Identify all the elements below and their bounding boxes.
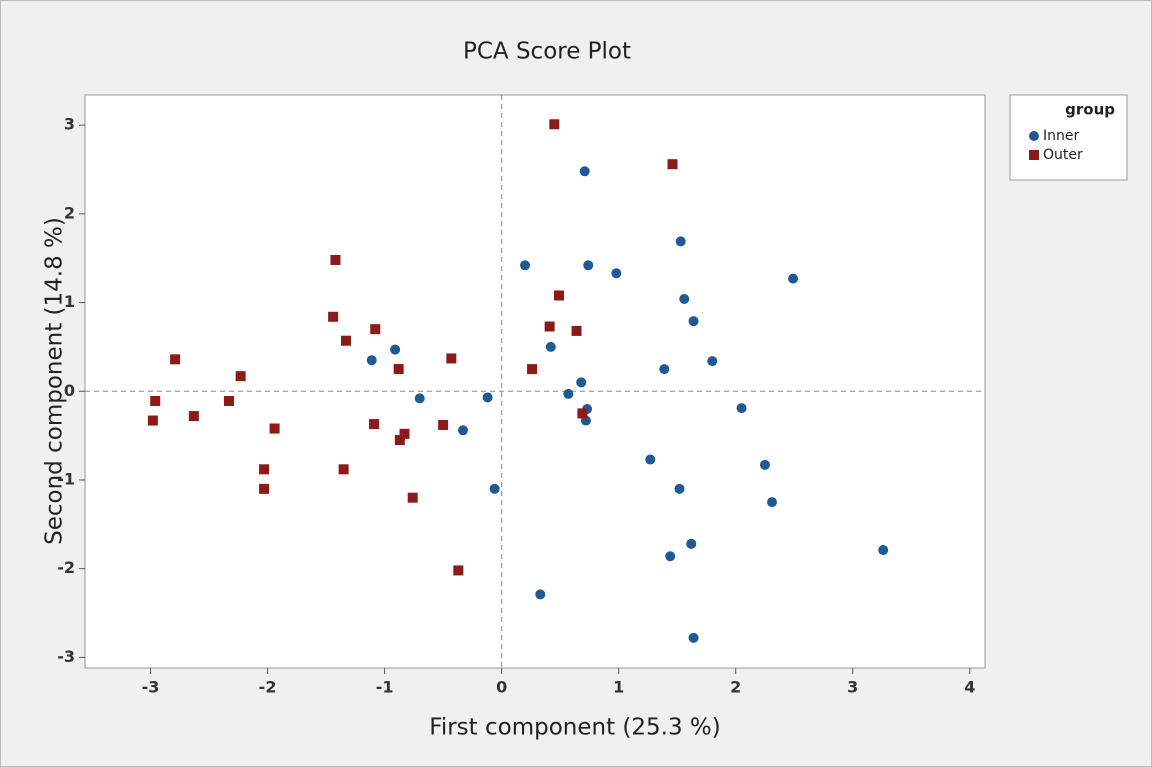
legend-label: Outer bbox=[1043, 147, 1083, 163]
point bbox=[577, 408, 588, 419]
point bbox=[688, 316, 699, 327]
point bbox=[611, 268, 622, 279]
point bbox=[259, 483, 270, 494]
point bbox=[645, 454, 656, 465]
x-tick-label: 4 bbox=[964, 678, 975, 697]
point bbox=[269, 423, 280, 434]
point bbox=[759, 459, 770, 470]
point bbox=[535, 589, 546, 600]
point bbox=[489, 483, 500, 494]
y-tick-label: 1 bbox=[64, 292, 75, 311]
point bbox=[147, 415, 158, 426]
point bbox=[553, 290, 564, 301]
point bbox=[667, 159, 678, 170]
x-tick-label: 2 bbox=[730, 678, 741, 697]
y-axis-label: Second component (14.8 %) bbox=[42, 217, 68, 545]
point bbox=[527, 364, 538, 375]
point bbox=[665, 551, 676, 562]
point bbox=[370, 324, 381, 335]
point bbox=[328, 311, 339, 322]
x-tick-label: -3 bbox=[142, 678, 160, 697]
point bbox=[579, 166, 590, 177]
point bbox=[766, 497, 777, 508]
point bbox=[414, 393, 425, 404]
chart-title: PCA Score Plot bbox=[463, 39, 631, 65]
point bbox=[686, 538, 697, 549]
point bbox=[366, 355, 377, 366]
point bbox=[369, 419, 380, 430]
point bbox=[223, 396, 234, 407]
point bbox=[675, 236, 686, 247]
point bbox=[407, 492, 418, 503]
point bbox=[736, 403, 747, 414]
point bbox=[563, 388, 574, 399]
point bbox=[390, 344, 401, 355]
point bbox=[458, 425, 469, 436]
x-tick-label: -1 bbox=[376, 678, 394, 697]
point bbox=[394, 435, 405, 446]
legend-title: group bbox=[1065, 101, 1115, 119]
point bbox=[576, 377, 587, 388]
point bbox=[338, 464, 349, 475]
point bbox=[453, 565, 464, 576]
x-tick-label: 3 bbox=[847, 678, 858, 697]
y-tick-label: -3 bbox=[57, 647, 75, 666]
y-tick-label: 2 bbox=[64, 203, 75, 222]
legend-marker bbox=[1029, 131, 1039, 141]
point bbox=[520, 260, 531, 271]
plot-area bbox=[84, 94, 986, 669]
point bbox=[549, 119, 560, 130]
x-tick-label: 0 bbox=[496, 678, 507, 697]
y-tick-label: -1 bbox=[57, 469, 75, 488]
legend-marker bbox=[1029, 150, 1039, 160]
point bbox=[170, 354, 181, 365]
point bbox=[399, 428, 410, 439]
point bbox=[788, 273, 799, 284]
point bbox=[571, 325, 582, 336]
point bbox=[583, 260, 594, 271]
point bbox=[393, 364, 404, 375]
point bbox=[674, 483, 685, 494]
y-tick-label: 0 bbox=[64, 381, 75, 400]
point bbox=[659, 364, 670, 375]
point bbox=[340, 335, 351, 346]
y-tick-label: -2 bbox=[57, 558, 75, 577]
point bbox=[482, 392, 493, 403]
point bbox=[545, 341, 556, 352]
point bbox=[688, 632, 699, 643]
x-tick-label: 1 bbox=[613, 678, 624, 697]
point bbox=[878, 545, 889, 556]
point bbox=[259, 464, 270, 475]
point bbox=[679, 294, 690, 305]
legend-label: Inner bbox=[1043, 128, 1079, 144]
point bbox=[707, 356, 718, 367]
point bbox=[544, 321, 555, 332]
point bbox=[438, 419, 449, 430]
point bbox=[150, 396, 161, 407]
point bbox=[330, 254, 341, 265]
x-axis-label: First component (25.3 %) bbox=[429, 715, 720, 741]
point bbox=[235, 371, 246, 382]
y-tick-label: 3 bbox=[64, 115, 75, 134]
x-tick-label: -2 bbox=[259, 678, 277, 697]
point bbox=[188, 411, 199, 422]
point bbox=[446, 353, 457, 364]
